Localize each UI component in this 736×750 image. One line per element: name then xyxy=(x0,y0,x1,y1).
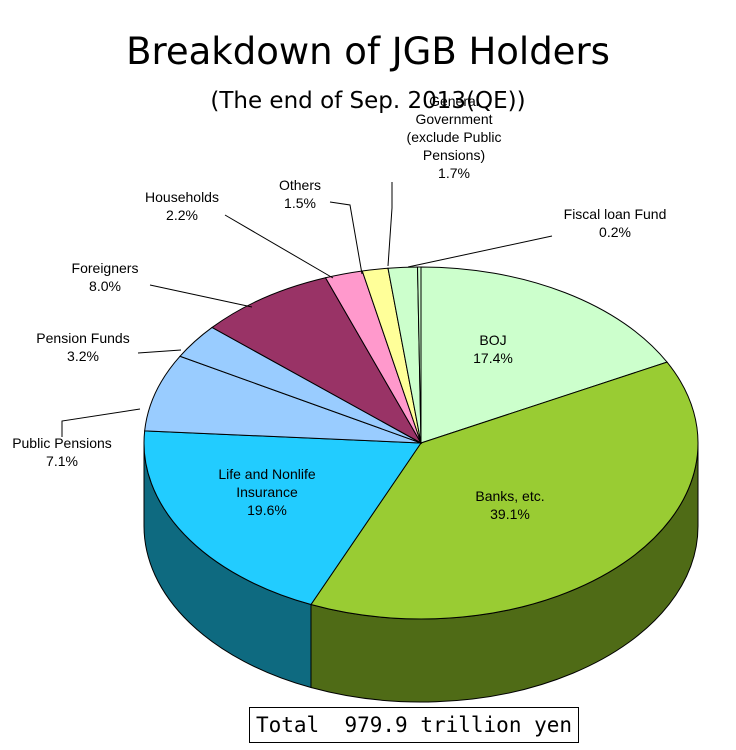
slice-value-label: 0.2% xyxy=(599,224,631,240)
total-box: Total 979.9 trillion yen xyxy=(249,707,579,743)
leader-line-7 xyxy=(329,201,363,275)
slice-value-label: 7.1% xyxy=(46,453,78,469)
slice-name-label: Pension Funds xyxy=(36,330,129,346)
slice-value-label: 3.2% xyxy=(67,348,99,364)
chart-title: Breakdown of JGB Holders xyxy=(126,30,610,73)
chart-subtitle: (The end of Sep. 2013(QE)) xyxy=(210,88,526,114)
slice-label-1: Banks, etc. 39.1% xyxy=(475,488,544,522)
slice-label-8: General Government (exclude Public Pensions… xyxy=(407,93,502,181)
slice-value-label: 1.7% xyxy=(438,165,470,181)
slice-label-9: Fiscal loan Fund 0.2% xyxy=(564,206,667,240)
slice-label-7: Others 1.5% xyxy=(279,177,321,211)
pie-slice-1 xyxy=(310,361,699,620)
slice-label-0: BOJ 17.4% xyxy=(473,332,513,366)
slice-labels: BOJ 17.4% Banks, etc. 39.1% Life and Nonlife… xyxy=(12,93,666,522)
slice-value-label: 8.0% xyxy=(89,278,121,294)
pie-slice-5 xyxy=(211,277,423,445)
slice-name-label: Public Pensions xyxy=(12,435,112,451)
slice-name-label: (exclude Public xyxy=(407,129,502,145)
slice-label-6: Households 2.2% xyxy=(145,189,219,223)
slice-name-label: General xyxy=(429,93,479,109)
pie-slice-3 xyxy=(144,355,422,444)
slice-value-label: 39.1% xyxy=(490,506,530,522)
slice-value-label: 17.4% xyxy=(473,350,513,366)
leader-line-8 xyxy=(387,182,393,267)
slice-name-label: Fiscal loan Fund xyxy=(564,206,667,222)
slice-value-label: 19.6% xyxy=(247,502,287,518)
pie-slice-2 xyxy=(143,430,422,606)
leader-line-9 xyxy=(407,235,553,268)
slice-name-label: BOJ xyxy=(479,332,506,348)
slice-name-label: Banks, etc. xyxy=(475,488,544,504)
leader-line-5 xyxy=(149,284,253,308)
slice-name-label: Life and Nonlife xyxy=(218,466,316,482)
slice-name-label: Others xyxy=(279,177,321,193)
slice-value-label: 2.2% xyxy=(166,207,198,223)
leader-lines xyxy=(61,182,553,437)
pie-tops xyxy=(143,266,699,620)
leader-line-4 xyxy=(137,349,182,354)
leader-line-3 xyxy=(61,408,141,437)
slice-name-label: Pensions) xyxy=(423,147,485,163)
slice-name-label: Insurance xyxy=(236,484,298,500)
slice-name-label: Government xyxy=(415,111,492,127)
leader-line-6 xyxy=(224,214,334,279)
slice-label-4: Pension Funds 3.2% xyxy=(36,330,129,364)
slice-value-label: 1.5% xyxy=(284,195,316,211)
slice-name-label: Foreigners xyxy=(72,260,139,276)
slice-name-label: Households xyxy=(145,189,219,205)
pie-slice-0 xyxy=(420,266,668,444)
slice-label-3: Public Pensions 7.1% xyxy=(12,435,112,469)
slice-label-2: Life and Nonlife Insurance 19.6% xyxy=(218,466,316,518)
slice-label-5: Foreigners 8.0% xyxy=(72,260,139,294)
pie-slice-9 xyxy=(417,266,422,444)
